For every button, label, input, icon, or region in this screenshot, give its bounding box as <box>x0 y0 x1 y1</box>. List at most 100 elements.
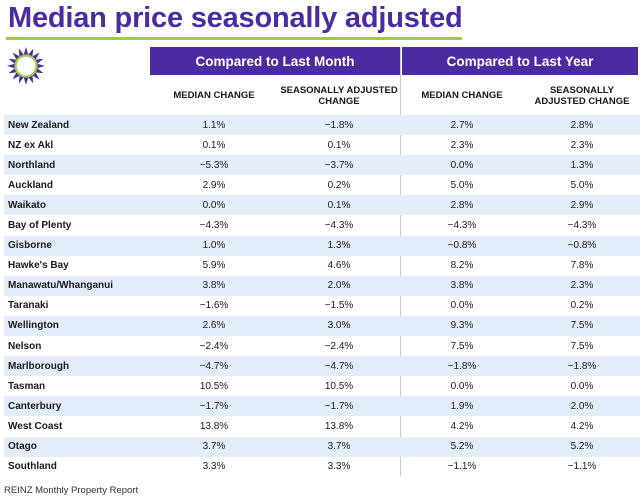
table-row: Northland −5.3% −3.7% 0.0% 1.3% <box>4 155 640 176</box>
cell-year-median: 2.7% <box>450 119 474 131</box>
cell-year-median: 0.0% <box>450 300 474 312</box>
table-row: West Coast 13.8% 13.8% 4.2% 4.2% <box>4 416 640 436</box>
cell-month-seasonal: 3.3% <box>327 461 351 473</box>
table-row: Otago 3.7% 3.7% 5.2% 5.2% <box>4 436 640 457</box>
table-row: Wellington 2.6% 3.0% 9.3% 7.5% <box>4 315 640 337</box>
group-header-last-month: Compared to Last Month <box>150 47 400 75</box>
cell-month-median: −2.4% <box>199 340 229 352</box>
cell-month-seasonal: 3.0% <box>327 320 351 332</box>
cell-month-median: −4.7% <box>199 360 229 372</box>
cell-month-seasonal: 0.1% <box>327 199 351 211</box>
cell-year-seasonal: 7.8% <box>570 260 594 272</box>
table-row: Waikato 0.0% 0.1% 2.8% 2.9% <box>4 195 640 216</box>
cell-month-seasonal: 4.6% <box>327 260 351 272</box>
cell-year-seasonal: 2.3% <box>570 139 594 151</box>
region-name: Bay of Plenty <box>8 220 72 232</box>
cell-year-median: 5.2% <box>450 441 474 453</box>
reinz-sun-logo-icon <box>7 47 45 85</box>
table-row: Manawatu/Whanganui 3.8% 2.0% 3.8% 2.3% <box>4 275 640 296</box>
region-name: West Coast <box>8 420 63 432</box>
data-table-body: New Zealand 1.1% −1.8% 2.7% 2.8% NZ ex Akl 0.1… <box>4 115 640 477</box>
cell-year-median: −1.8% <box>447 360 477 372</box>
cell-month-median: 5.9% <box>202 260 226 272</box>
cell-year-seasonal: 2.9% <box>570 199 594 211</box>
cell-month-median: 3.3% <box>202 461 226 473</box>
table-row: Bay of Plenty −4.3% −4.3% −4.3% −4.3% <box>4 215 640 235</box>
cell-year-seasonal: 7.5% <box>570 340 594 352</box>
cell-month-seasonal: 10.5% <box>324 380 354 392</box>
table-row: Marlborough −4.7% −4.7% −1.8% −1.8% <box>4 356 640 377</box>
cell-month-median: −1.7% <box>199 400 229 412</box>
cell-year-seasonal: 2.0% <box>570 400 594 412</box>
cell-month-median: 2.6% <box>202 320 226 332</box>
cell-year-seasonal: 1.3% <box>570 159 594 171</box>
cell-year-seasonal: 4.2% <box>570 420 594 432</box>
cell-year-seasonal: 7.5% <box>570 320 594 332</box>
cell-month-median: 3.8% <box>202 280 226 292</box>
cell-year-seasonal: −1.8% <box>567 360 597 372</box>
cell-month-seasonal: 13.8% <box>324 420 354 432</box>
cell-year-seasonal: 5.0% <box>570 179 594 191</box>
region-name: Auckland <box>8 179 54 191</box>
cell-year-median: 1.9% <box>450 400 474 412</box>
table-row: NZ ex Akl 0.1% 0.1% 2.3% 2.3% <box>4 135 640 155</box>
cell-month-median: −5.3% <box>199 159 229 171</box>
cell-year-median: −4.3% <box>447 220 477 232</box>
region-name: Canterbury <box>8 400 62 412</box>
title-underline <box>6 37 462 40</box>
col-header-month-seasonal: SEASONALLY ADJUSTED CHANGE <box>280 84 398 108</box>
table-row: Canterbury −1.7% −1.7% 1.9% 2.0% <box>4 396 640 417</box>
cell-month-seasonal: −4.7% <box>324 360 354 372</box>
cell-month-median: 1.1% <box>202 119 226 131</box>
cell-year-seasonal: 2.3% <box>570 280 594 292</box>
cell-month-median: 10.5% <box>199 380 229 392</box>
region-name: Marlborough <box>8 360 70 372</box>
cell-year-median: 2.3% <box>450 139 474 151</box>
cell-year-seasonal: −4.3% <box>567 220 597 232</box>
table-row: Auckland 2.9% 0.2% 5.0% 5.0% <box>4 175 640 195</box>
table-row: Taranaki −1.6% −1.5% 0.0% 0.2% <box>4 296 640 316</box>
cell-year-median: 9.3% <box>450 320 474 332</box>
cell-year-median: −1.1% <box>447 461 477 473</box>
col-header-year-seasonal: SEASONALLY ADJUSTED CHANGE <box>534 84 630 108</box>
region-name: Tasman <box>8 380 46 392</box>
region-name: Taranaki <box>8 300 49 312</box>
region-name: Nelson <box>8 340 42 352</box>
cell-month-median: 1.0% <box>202 240 226 252</box>
table-row: Nelson −2.4% −2.4% 7.5% 7.5% <box>4 336 640 356</box>
group-header-last-year: Compared to Last Year <box>402 47 638 75</box>
table-row: Gisborne 1.0% 1.3% −0.8% −0.8% <box>4 235 640 256</box>
cell-month-median: 0.0% <box>202 199 226 211</box>
cell-year-seasonal: −1.1% <box>567 461 597 473</box>
cell-year-median: −0.8% <box>447 240 477 252</box>
table-row: Southland 3.3% 3.3% −1.1% −1.1% <box>4 457 640 477</box>
cell-month-seasonal: 2.0% <box>327 280 351 292</box>
cell-month-seasonal: −2.4% <box>324 340 354 352</box>
cell-year-seasonal: 0.2% <box>570 300 594 312</box>
region-name: Wellington <box>8 320 59 332</box>
cell-month-median: 0.1% <box>202 139 226 151</box>
table-row: New Zealand 1.1% −1.8% 2.7% 2.8% <box>4 115 640 136</box>
cell-month-median: −4.3% <box>199 220 229 232</box>
table-row: Tasman 10.5% 10.5% 0.0% 0.0% <box>4 376 640 396</box>
table-row: Hawke's Bay 5.9% 4.6% 8.2% 7.8% <box>4 256 640 276</box>
cell-month-seasonal: −1.5% <box>324 300 354 312</box>
cell-year-seasonal: −0.8% <box>567 240 597 252</box>
cell-month-seasonal: 0.2% <box>327 179 351 191</box>
cell-month-median: 13.8% <box>199 420 229 432</box>
cell-year-median: 8.2% <box>450 260 474 272</box>
page-title: Median price seasonally adjusted <box>8 2 463 34</box>
cell-year-median: 4.2% <box>450 420 474 432</box>
cell-year-median: 0.0% <box>450 159 474 171</box>
cell-month-seasonal: 3.7% <box>327 441 351 453</box>
cell-year-seasonal: 0.0% <box>570 380 594 392</box>
region-name: New Zealand <box>8 119 70 131</box>
cell-year-median: 3.8% <box>450 280 474 292</box>
region-name: NZ ex Akl <box>8 139 54 151</box>
cell-year-median: 2.8% <box>450 199 474 211</box>
col-header-year-median: MEDIAN CHANGE <box>421 90 503 102</box>
cell-month-seasonal: −3.7% <box>324 159 354 171</box>
cell-year-median: 5.0% <box>450 179 474 191</box>
cell-month-seasonal: 1.3% <box>327 240 351 252</box>
cell-year-seasonal: 5.2% <box>570 441 594 453</box>
